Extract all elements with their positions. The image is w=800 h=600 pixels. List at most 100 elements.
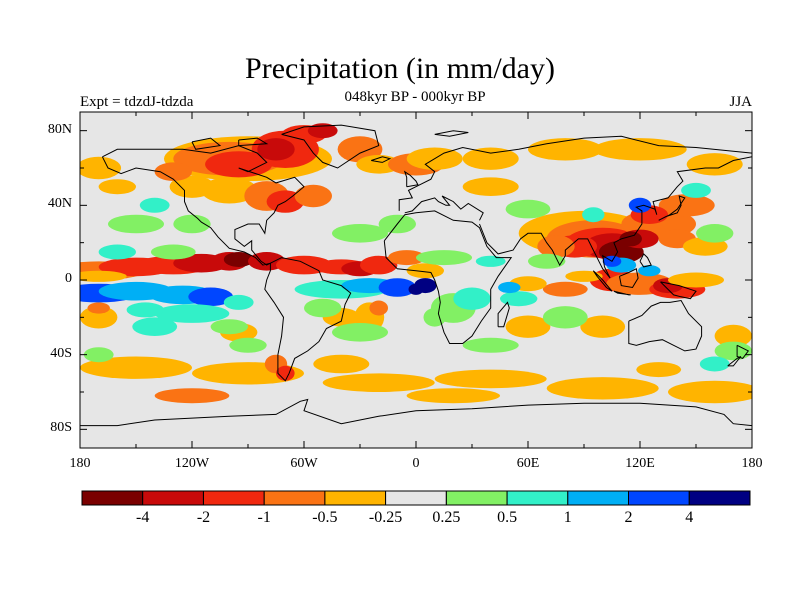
anomaly-patch <box>188 287 234 307</box>
coastline <box>736 344 750 359</box>
anomaly-patch <box>636 362 682 378</box>
anomaly-patch <box>462 147 519 170</box>
y-tick-label: 80N <box>47 121 72 137</box>
anomaly-patch <box>462 337 519 353</box>
colorbar-swatch <box>628 490 690 506</box>
anomaly-patch <box>714 341 752 361</box>
anomaly-patch <box>668 380 752 404</box>
x-tick-label: 120E <box>625 456 655 471</box>
anomaly-patch <box>498 281 521 294</box>
colorbar-swatch <box>567 490 629 506</box>
axis-ticks <box>79 112 753 448</box>
chart-title: Precipitation (in mm/day) <box>245 52 555 85</box>
colorbar-label: 0.5 <box>497 509 518 526</box>
anomaly-patch <box>223 294 254 310</box>
colorbar-swatch <box>81 490 144 506</box>
coastlines <box>80 124 752 427</box>
anomaly-patch <box>593 138 687 161</box>
anomaly-patch <box>229 337 267 353</box>
anomaly-patch <box>628 197 652 213</box>
anomaly-patch <box>210 319 248 335</box>
map-plot-area <box>80 112 752 448</box>
anomaly-patch <box>276 365 295 381</box>
anomaly-patch <box>423 308 446 327</box>
anomaly-patch <box>80 306 118 329</box>
anomaly-patch <box>406 263 444 279</box>
anomaly-patch <box>80 270 127 282</box>
colorbar-label: 2 <box>624 509 633 526</box>
coastline <box>592 270 613 292</box>
anomaly-patch <box>546 377 659 400</box>
anomaly-patch <box>150 244 196 260</box>
anomaly-patch <box>154 304 230 323</box>
colorbar-label: -4 <box>136 509 150 526</box>
season-label: JJA <box>729 94 752 110</box>
coastline <box>619 268 639 289</box>
coastline <box>497 301 510 328</box>
x-tick-label: 0 <box>412 456 420 471</box>
coastline <box>80 398 752 427</box>
coastline <box>371 156 392 163</box>
anomaly-patch <box>294 184 332 208</box>
coastline <box>403 170 419 188</box>
anomaly-patch <box>378 278 416 297</box>
experiment-label: Expt = tdzdJ-tdzda <box>80 94 194 110</box>
anomaly-field <box>80 123 752 404</box>
anomaly-patch <box>139 197 170 213</box>
anomaly-patch <box>108 214 164 234</box>
anomaly-patch <box>668 272 724 288</box>
y-tick-label: 40S <box>50 345 72 361</box>
anomaly-patch <box>313 354 370 374</box>
coastline <box>434 130 469 137</box>
anomaly-patch <box>542 281 588 297</box>
colorbar-swatch <box>506 490 569 506</box>
anomaly-patch <box>356 155 402 174</box>
anomaly-patch <box>681 182 711 198</box>
x-tick-label: 120W <box>174 456 210 471</box>
colorbar-label: -1 <box>257 509 271 526</box>
anomaly-patch <box>453 287 491 310</box>
anomaly-patch <box>388 250 426 266</box>
anomaly-patch <box>154 162 192 181</box>
anomaly-patch <box>360 255 398 275</box>
anomaly-patch <box>332 323 388 342</box>
anomaly-patch <box>528 253 566 269</box>
colorbar-label: -2 <box>196 509 211 526</box>
colorbar-swatch <box>688 490 751 506</box>
anomaly-patch <box>369 300 389 316</box>
coastline <box>639 253 652 268</box>
coastline <box>281 124 380 169</box>
anomaly-patch <box>98 244 136 260</box>
anomaly-patch <box>126 302 164 318</box>
y-tick-label: 0 <box>65 271 72 286</box>
coastline <box>727 356 742 367</box>
coastline <box>479 156 752 279</box>
coastline <box>628 299 703 352</box>
coastline <box>398 135 752 211</box>
anomaly-patch <box>505 315 551 338</box>
x-tick-label: 180 <box>741 456 763 471</box>
y-tick-label: 80S <box>50 420 72 436</box>
anomaly-patch <box>201 177 258 204</box>
anomaly-patch <box>132 317 178 337</box>
anomaly-patch <box>714 324 752 348</box>
anomaly-patch <box>475 255 506 267</box>
colorbar <box>81 490 751 506</box>
anomaly-patch <box>87 302 110 314</box>
x-tick-label: 180 <box>69 456 91 471</box>
colorbar-swatch <box>203 490 265 506</box>
anomaly-patch <box>154 388 230 404</box>
colorbar-swatch <box>142 490 204 506</box>
colorbar-swatch <box>445 490 508 506</box>
anomaly-patch <box>416 250 472 266</box>
anomaly-patch <box>686 153 743 176</box>
anomaly-patch <box>80 156 122 180</box>
colorbar-swatch <box>263 490 326 506</box>
anomaly-patch <box>434 369 547 389</box>
y-tick-label: 40N <box>47 196 72 212</box>
colorbar-label: -0.25 <box>368 509 403 526</box>
anomaly-patch <box>80 356 192 379</box>
anomaly-patch <box>332 224 388 243</box>
coastline <box>658 195 686 221</box>
